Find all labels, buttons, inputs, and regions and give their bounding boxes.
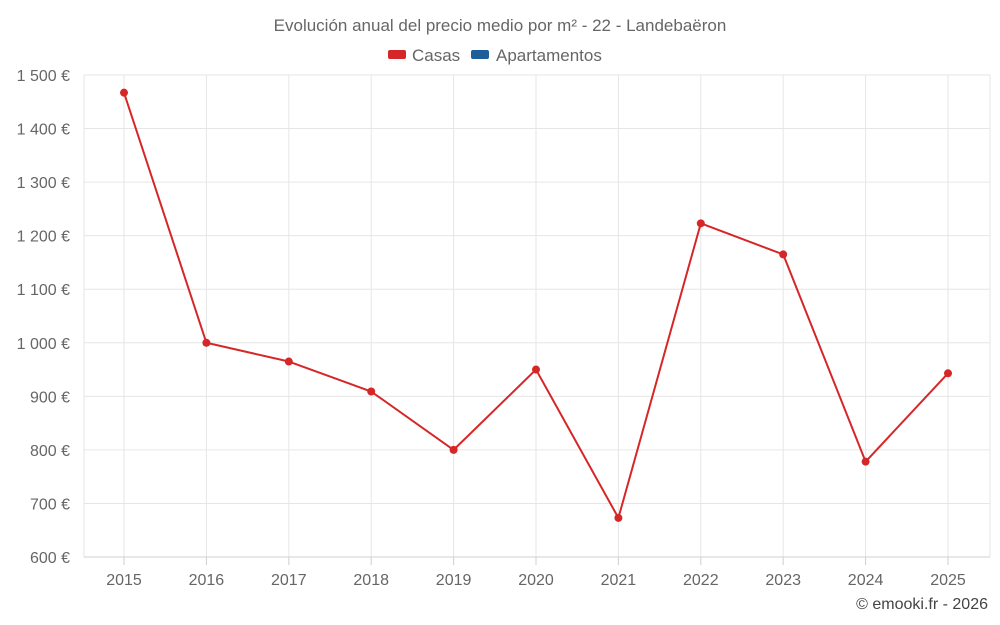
y-tick-label-1300: 1 300 € (17, 175, 70, 192)
y-tick-label-1400: 1 400 € (17, 122, 70, 139)
legend-label-casas: Casas (412, 46, 460, 65)
chart-title: Evolución anual del precio medio por m² … (274, 16, 727, 35)
x-axis-labels: 2015 2016 2017 2018 2019 2020 2021 2022 2023 2024… (106, 572, 966, 589)
legend-swatch-casas (388, 50, 406, 59)
y-tick-label-900: 900 € (30, 389, 70, 406)
vertical-gridlines (83, 75, 991, 557)
credit-text[interactable]: © emooki.fr - 2026 (856, 596, 988, 613)
x-tick-label-2022: 2022 (683, 572, 719, 589)
series-points (120, 88, 952, 522)
y-tick-label-1100: 1 100 € (17, 282, 70, 299)
x-tick-label-2018: 2018 (353, 572, 389, 589)
x-tick-label-2020: 2020 (518, 572, 554, 589)
y-tick-label-1200: 1 200 € (17, 229, 70, 246)
x-tick-label-2016: 2016 (189, 572, 225, 589)
legend-swatch-apartamentos (471, 50, 489, 59)
x-tick-label-2023: 2023 (765, 572, 801, 589)
y-tick-label-800: 800 € (30, 443, 70, 460)
x-tick-label-2015: 2015 (106, 572, 142, 589)
legend-item-casas[interactable]: Casas (388, 46, 460, 65)
plot-area: 600 € 700 € 800 € 900 € 1 000 € 1 100 € 1 200 … (17, 68, 991, 589)
data-point-casas-2023[interactable] (779, 250, 788, 259)
legend-item-apartamentos[interactable]: Apartamentos (471, 46, 602, 65)
x-axis-ticks (123, 557, 949, 565)
data-point-casas-2018[interactable] (367, 387, 376, 396)
x-tick-label-2024: 2024 (848, 572, 884, 589)
x-tick-label-2017: 2017 (271, 572, 307, 589)
x-tick-label-2019: 2019 (436, 572, 472, 589)
data-point-casas-2020[interactable] (532, 365, 540, 374)
horizontal-gridlines (84, 74, 990, 504)
legend: Casas Apartamentos (388, 46, 602, 65)
data-point-casas-2022[interactable] (696, 219, 705, 228)
data-point-casas-2016[interactable] (202, 338, 211, 347)
data-point-casas-2015[interactable] (120, 88, 128, 97)
y-tick-label-600: 600 € (30, 550, 70, 567)
y-tick-label-1000: 1 000 € (17, 336, 70, 353)
y-axis-labels: 600 € 700 € 800 € 900 € 1 000 € 1 100 € 1 200 … (17, 68, 70, 567)
data-point-casas-2025[interactable] (944, 369, 952, 378)
legend-label-apartamentos: Apartamentos (496, 46, 602, 65)
data-point-casas-2021[interactable] (614, 513, 623, 522)
y-tick-label-1500: 1 500 € (17, 68, 70, 85)
y-tick-label-700: 700 € (30, 496, 70, 513)
x-tick-label-2021: 2021 (601, 572, 637, 589)
data-point-casas-2019[interactable] (449, 445, 458, 454)
data-point-casas-2017[interactable] (284, 357, 293, 366)
x-tick-label-2025: 2025 (930, 572, 966, 589)
data-point-casas-2024[interactable] (861, 457, 870, 466)
